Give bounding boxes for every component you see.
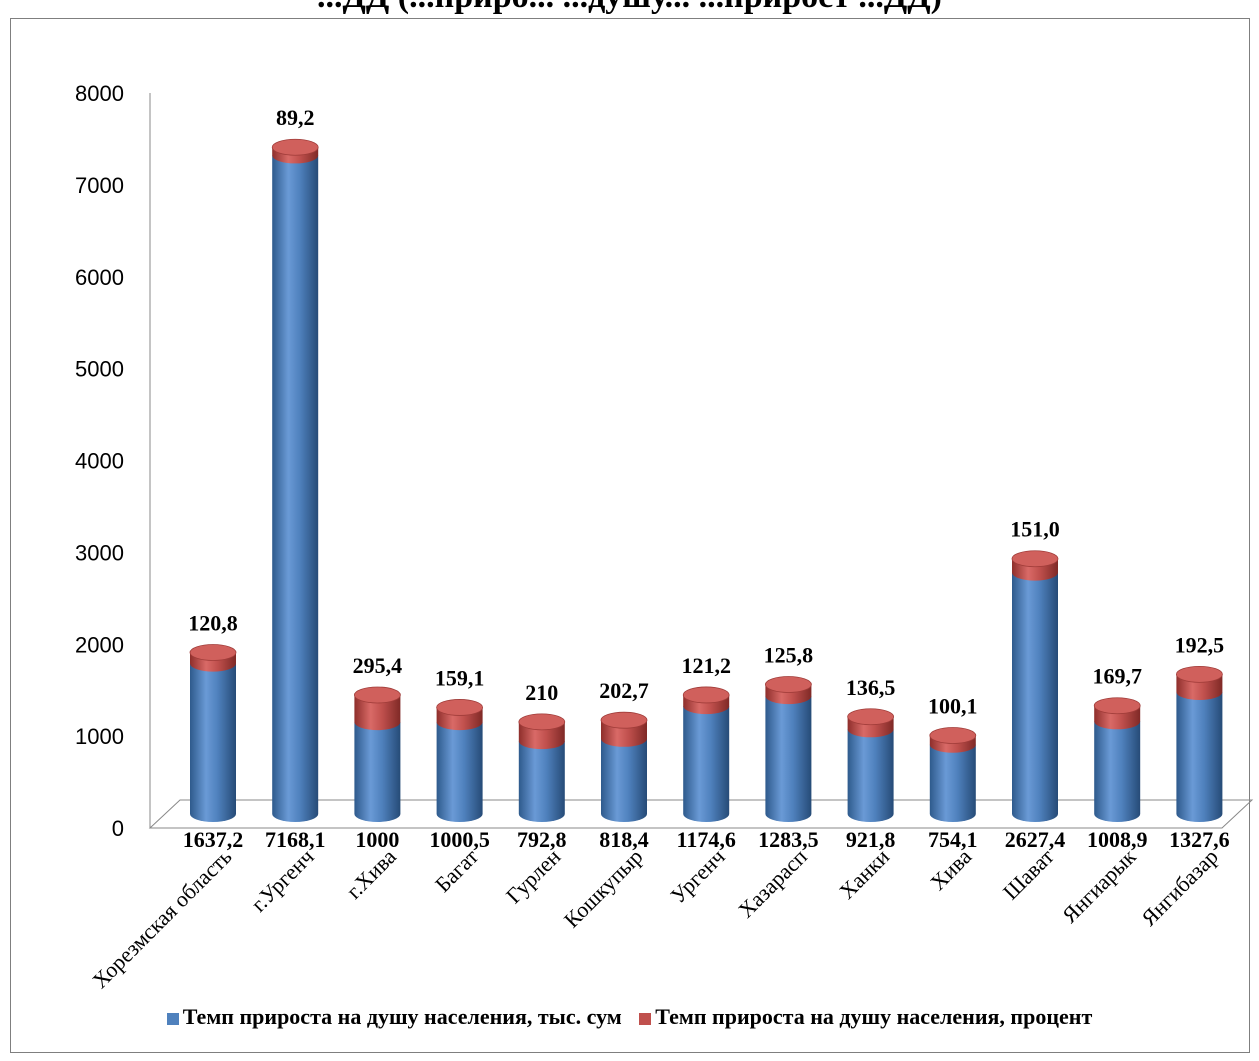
- bar-cap: [518, 713, 566, 731]
- bar-cap: [436, 699, 484, 716]
- bar-series-0: [436, 722, 483, 822]
- value-label-series-1: 295,4: [353, 653, 403, 678]
- bar-cap: [1176, 665, 1223, 683]
- bar-cap: [929, 727, 977, 744]
- y-tick-label: 1000: [75, 724, 124, 749]
- y-tick-label: 3000: [75, 540, 124, 565]
- legend-swatch-1: [639, 1012, 652, 1025]
- value-label-series-0: 1000: [355, 827, 399, 852]
- y-tick-label: 2000: [75, 632, 124, 657]
- bar-series-0: [272, 155, 319, 823]
- value-label-series-0: 754,1: [928, 827, 978, 852]
- value-label-series-1: 120,8: [188, 610, 238, 635]
- value-label-series-1: 210: [525, 680, 558, 705]
- x-tick-label: Янгиарык: [1057, 844, 1141, 928]
- bar-series-1: [354, 694, 401, 731]
- value-label-series-1: 136,5: [846, 675, 896, 700]
- value-label-series-0: 1000,5: [429, 827, 490, 852]
- cylinder-bar-chart: 0 1000 2000 3000 4000 5000 6000 7000 8000 Хорезмс…: [75, 81, 1254, 993]
- y-tick-label: 8000: [75, 81, 124, 106]
- bar-cap: [682, 686, 730, 704]
- value-label-series-0: 921,8: [846, 827, 896, 852]
- y-tick-label: 6000: [75, 265, 124, 290]
- y-tick-label: 5000: [75, 357, 124, 382]
- chart-floor: [148, 799, 1254, 829]
- value-label-series-1: 169,7: [1092, 664, 1142, 689]
- bar-series-0: [765, 696, 812, 822]
- x-tick-label: Ханки: [834, 844, 894, 904]
- value-label-series-0: 7168,1: [265, 827, 326, 852]
- y-tick-label: 4000: [75, 449, 124, 474]
- legend-swatch-0: [166, 1012, 179, 1025]
- value-label-series-0: 1637,2: [183, 827, 244, 852]
- legend-item-0: Темп прироста на душу населения, тыс. су…: [166, 1004, 622, 1030]
- bar-cap: [353, 686, 401, 704]
- bar-cap: [1011, 550, 1059, 568]
- value-label-series-0: 1283,5: [758, 827, 819, 852]
- chart-frame: [10, 18, 1250, 1053]
- legend: Темп прироста на душу населения, тыс. су…: [0, 1004, 1259, 1030]
- axes: 0 1000 2000 3000 4000 5000 6000 7000 8000 Хорезмс…: [75, 81, 1254, 993]
- bars: [189, 138, 1223, 823]
- bar-series-0: [190, 663, 236, 822]
- bar-series-0: [601, 738, 647, 822]
- value-label-series-1: 192,5: [1175, 632, 1225, 657]
- x-tick-label: Хорезмская область: [87, 844, 236, 993]
- bar-series-0: [354, 722, 401, 822]
- bar-cap: [765, 676, 812, 693]
- bar-cap: [600, 711, 648, 729]
- value-label-series-1: 202,7: [599, 678, 649, 703]
- value-label-series-1: 159,1: [435, 665, 485, 690]
- bar-cap: [847, 708, 894, 726]
- value-label-series-0: 792,8: [517, 827, 567, 852]
- value-label-series-0: 1008,9: [1087, 827, 1148, 852]
- x-tick-label: г.Хива: [341, 844, 401, 904]
- value-label-series-1: 89,2: [276, 105, 315, 130]
- bar-series-0: [1176, 692, 1223, 822]
- legend-item-1: Темп прироста на душу населения, процент: [639, 1004, 1092, 1030]
- value-label-series-1: 125,8: [764, 643, 814, 668]
- value-label-series-1: 100,1: [928, 694, 978, 719]
- value-label-series-0: 1327,6: [1169, 827, 1230, 852]
- legend-label-0: Темп прироста на душу населения, тыс. су…: [182, 1004, 622, 1029]
- bar-series-0: [1094, 721, 1141, 822]
- x-tick-label: Янгибазар: [1136, 844, 1223, 931]
- bar-cap: [1093, 697, 1141, 715]
- y-tick-label: 7000: [75, 173, 124, 198]
- x-tick-label: Шават: [998, 844, 1059, 905]
- x-tick-label: Хазарасп: [733, 844, 812, 923]
- value-label-series-1: 121,2: [681, 653, 731, 678]
- x-tick-label: Гурлен: [501, 844, 566, 909]
- value-label-series-0: 1174,6: [677, 827, 736, 852]
- y-tick-label: 0: [112, 816, 124, 841]
- value-label-series-1: 151,0: [1010, 517, 1060, 542]
- bar-series-0: [929, 744, 976, 822]
- x-tick-label: Ургенч: [665, 844, 729, 908]
- x-tick-label: Кошкупыр: [559, 844, 648, 933]
- bar-cap: [189, 644, 237, 661]
- legend-label-1: Темп прироста на душу населения, процент: [655, 1004, 1093, 1029]
- value-labels: 120,8 1637,2 89,2 7168,1 295,4 1000 159,1 1000,…: [183, 105, 1230, 852]
- bar-series-0: [683, 706, 730, 822]
- value-label-series-0: 818,4: [599, 827, 649, 852]
- chart-title: ...ДД (...приро... ...душу... ...прирост…: [0, 0, 1259, 18]
- bar-cap: [271, 138, 319, 156]
- x-tick-label: г.Ургенч: [246, 844, 319, 917]
- bar-series-0: [847, 729, 894, 822]
- bar-series-0: [518, 741, 565, 822]
- value-label-series-0: 2627,4: [1005, 827, 1066, 852]
- bar-series-0: [1012, 572, 1058, 822]
